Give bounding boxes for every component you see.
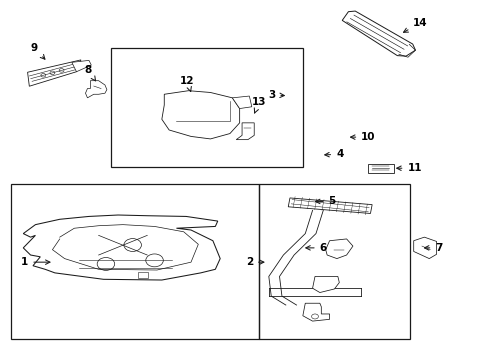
Polygon shape [232,96,251,109]
Text: 1: 1 [21,257,50,267]
Text: 8: 8 [84,65,95,81]
Bar [367,163,393,173]
Text: 10: 10 [350,132,375,142]
Text: 5: 5 [315,197,335,206]
Polygon shape [287,198,371,213]
Polygon shape [325,239,352,258]
Polygon shape [342,11,415,56]
Text: 3: 3 [267,90,284,100]
Polygon shape [72,60,91,72]
Polygon shape [302,303,329,321]
Polygon shape [23,215,220,280]
Bar [111,48,302,167]
Bar [259,184,409,339]
Text: 7: 7 [424,243,442,253]
Polygon shape [312,276,339,293]
Text: 2: 2 [245,257,264,267]
Polygon shape [162,91,239,139]
Bar [137,272,148,278]
Text: 9: 9 [31,43,45,59]
Polygon shape [413,237,436,258]
Text: 4: 4 [324,149,343,159]
Text: 12: 12 [180,76,194,91]
Text: 14: 14 [403,18,427,32]
Text: 6: 6 [305,243,326,253]
Polygon shape [236,123,254,140]
Polygon shape [85,81,107,98]
Text: 13: 13 [251,97,266,113]
Bar [11,184,259,339]
Polygon shape [27,60,81,86]
Text: 11: 11 [396,163,421,173]
